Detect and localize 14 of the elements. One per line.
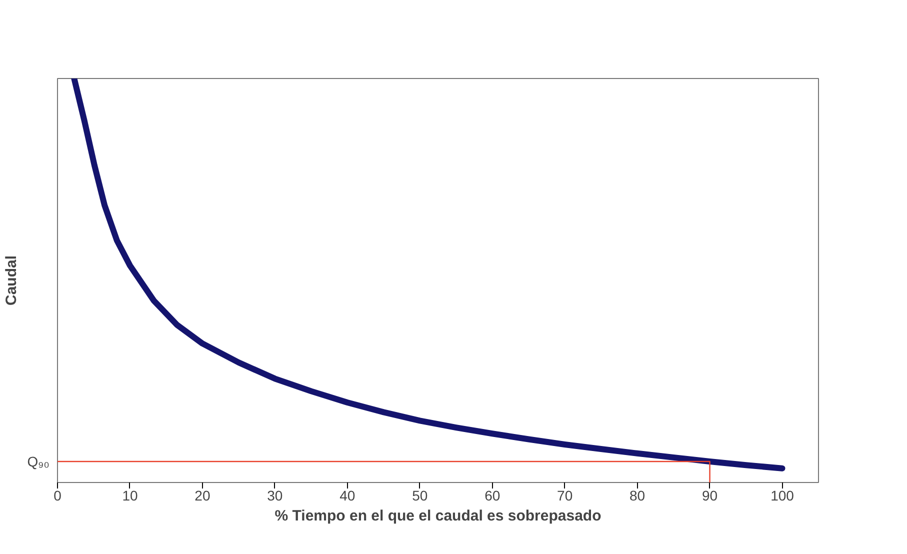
x-tick-label: 70 (557, 488, 573, 504)
x-tick-label: 80 (630, 488, 646, 504)
annotation: Q₉₀ (27, 453, 50, 470)
x-tick-label: 0 (54, 488, 62, 504)
x-tick-label: 40 (340, 488, 356, 504)
x-tick-label: 10 (122, 488, 138, 504)
x-tick-label: 20 (194, 488, 210, 504)
x-tick-label: 100 (770, 488, 794, 504)
x-tick-label: 60 (484, 488, 500, 504)
y-axis-title: Caudal (3, 255, 20, 306)
x-tick-label: 90 (702, 488, 718, 504)
x-tick-label: 50 (412, 488, 428, 504)
x-axis-title: % Tiempo en el que el caudal es sobrepasado (274, 508, 602, 524)
x-tick-label: 30 (267, 488, 283, 504)
